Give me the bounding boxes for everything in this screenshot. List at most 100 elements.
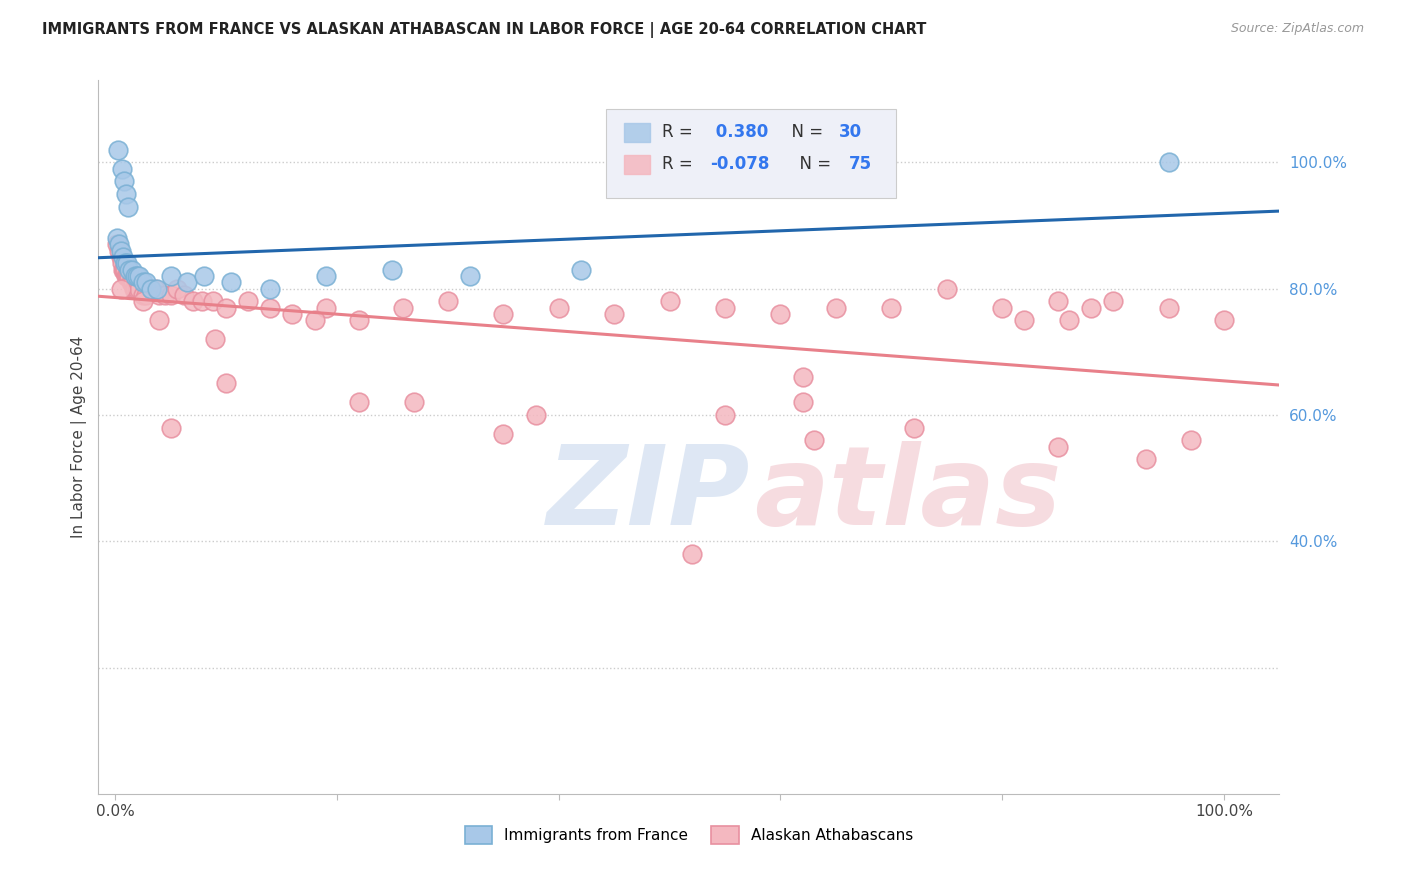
Point bbox=[124, 282, 146, 296]
Point bbox=[114, 262, 136, 277]
Text: N =: N = bbox=[789, 155, 837, 173]
Text: ZIP: ZIP bbox=[547, 441, 751, 548]
Text: 75: 75 bbox=[848, 155, 872, 173]
Point bbox=[132, 276, 155, 290]
Text: atlas: atlas bbox=[754, 441, 1062, 548]
Point bbox=[121, 276, 143, 290]
Point bbox=[1046, 440, 1069, 454]
Point bbox=[120, 276, 142, 290]
Text: R =: R = bbox=[662, 123, 697, 141]
Point bbox=[792, 370, 814, 384]
Point bbox=[181, 294, 204, 309]
Point bbox=[991, 301, 1014, 315]
Bar bbox=[624, 155, 650, 174]
Point bbox=[1057, 313, 1080, 327]
Point bbox=[108, 237, 131, 252]
Point bbox=[108, 244, 131, 258]
Point bbox=[304, 313, 326, 327]
Point bbox=[146, 282, 169, 296]
Point bbox=[458, 268, 481, 283]
Point bbox=[803, 434, 825, 448]
Point bbox=[714, 301, 737, 315]
Point bbox=[236, 294, 259, 309]
Point bbox=[117, 268, 139, 283]
Point bbox=[128, 268, 150, 283]
Legend: Immigrants from France, Alaskan Athabascans: Immigrants from France, Alaskan Athabasc… bbox=[458, 820, 920, 850]
Point bbox=[159, 288, 181, 302]
Point bbox=[347, 395, 370, 409]
Point bbox=[1014, 313, 1036, 327]
Point bbox=[1213, 313, 1236, 327]
Point bbox=[118, 262, 141, 277]
Point bbox=[117, 200, 139, 214]
Text: R =: R = bbox=[662, 155, 697, 173]
Y-axis label: In Labor Force | Age 20-64: In Labor Force | Age 20-64 bbox=[72, 336, 87, 538]
Point bbox=[492, 426, 515, 441]
Point bbox=[215, 376, 238, 391]
Point bbox=[107, 143, 129, 157]
Point bbox=[127, 282, 149, 296]
Point bbox=[221, 276, 243, 290]
Point bbox=[1080, 301, 1102, 315]
Point bbox=[110, 250, 132, 264]
Point bbox=[547, 301, 569, 315]
Point bbox=[204, 332, 226, 346]
Point bbox=[121, 276, 143, 290]
Point bbox=[1157, 155, 1180, 169]
Point bbox=[118, 268, 141, 283]
Point bbox=[193, 268, 215, 283]
Point bbox=[1180, 434, 1202, 448]
Point bbox=[153, 288, 176, 302]
Point bbox=[714, 408, 737, 422]
Point bbox=[658, 294, 681, 309]
Text: -0.078: -0.078 bbox=[710, 155, 769, 173]
Point bbox=[190, 294, 212, 309]
Point bbox=[259, 282, 281, 296]
Text: 30: 30 bbox=[839, 123, 862, 141]
Point bbox=[166, 282, 188, 296]
Point bbox=[110, 244, 132, 258]
Point bbox=[115, 186, 138, 201]
Text: N =: N = bbox=[782, 123, 828, 141]
Text: 0.380: 0.380 bbox=[710, 123, 769, 141]
Point bbox=[492, 307, 515, 321]
Point bbox=[173, 288, 195, 302]
FancyBboxPatch shape bbox=[606, 109, 896, 198]
Point bbox=[111, 262, 134, 277]
Point bbox=[281, 307, 304, 321]
Point bbox=[903, 420, 925, 434]
Point bbox=[111, 161, 134, 176]
Point bbox=[112, 262, 135, 277]
Point bbox=[769, 307, 792, 321]
Text: IMMIGRANTS FROM FRANCE VS ALASKAN ATHABASCAN IN LABOR FORCE | AGE 20-64 CORRELAT: IMMIGRANTS FROM FRANCE VS ALASKAN ATHABA… bbox=[42, 22, 927, 38]
Point bbox=[114, 256, 136, 270]
Point bbox=[603, 307, 626, 321]
Point bbox=[111, 250, 134, 264]
Point bbox=[112, 174, 135, 188]
Bar bbox=[624, 123, 650, 142]
Point bbox=[347, 313, 370, 327]
Point bbox=[128, 282, 150, 296]
Point bbox=[148, 313, 170, 327]
Point bbox=[1157, 301, 1180, 315]
Point bbox=[127, 268, 149, 283]
Point bbox=[880, 301, 903, 315]
Point bbox=[176, 276, 198, 290]
Point bbox=[105, 231, 128, 245]
Point bbox=[139, 282, 162, 296]
Point bbox=[121, 262, 143, 277]
Point bbox=[381, 262, 404, 277]
Point bbox=[132, 294, 155, 309]
Point bbox=[124, 268, 146, 283]
Point bbox=[825, 301, 848, 315]
Point bbox=[201, 294, 224, 309]
Point bbox=[135, 276, 157, 290]
Point bbox=[1046, 294, 1069, 309]
Point bbox=[115, 268, 138, 283]
Point bbox=[1135, 452, 1157, 467]
Point bbox=[159, 268, 181, 283]
Point bbox=[215, 301, 238, 315]
Point bbox=[132, 288, 155, 302]
Point bbox=[315, 301, 337, 315]
Point bbox=[526, 408, 548, 422]
